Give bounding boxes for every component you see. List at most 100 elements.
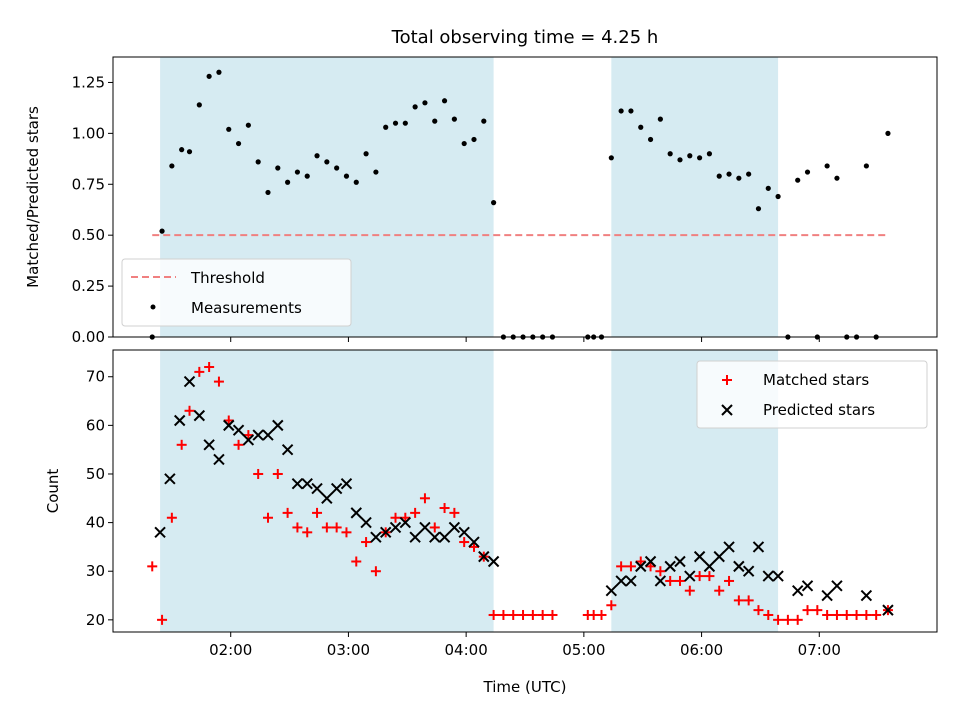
measurement-point <box>353 179 359 185</box>
matched-star-point <box>302 527 313 538</box>
measurement-point <box>795 177 801 183</box>
measurement-point <box>334 165 340 171</box>
predicted-star-point <box>664 560 676 573</box>
matched-star-point <box>851 609 862 620</box>
matched-star-point <box>518 609 529 620</box>
predicted-star-point <box>831 580 843 592</box>
measurement-point <box>706 151 713 157</box>
predicted-star-point <box>468 536 480 548</box>
predicted-star-point <box>644 555 657 568</box>
predicted-star-point <box>733 560 745 573</box>
predicted-star-point <box>438 531 451 543</box>
y-tick-label: 50 <box>86 465 105 483</box>
measurement-point <box>275 165 281 171</box>
measurement-point <box>383 124 389 130</box>
matched-star-point <box>370 566 381 577</box>
predicted-star-point <box>193 409 206 422</box>
matched-star-point <box>282 507 293 518</box>
matched-star-point <box>361 537 372 548</box>
predicted-star-point <box>821 589 833 602</box>
y-tick-label: 60 <box>86 416 105 434</box>
measurement-point <box>392 120 399 126</box>
predicted-star-point <box>752 541 765 553</box>
measurement-point <box>471 136 477 143</box>
predicted-star-point <box>232 424 245 436</box>
predicted-star-point <box>370 531 382 543</box>
measurement-point <box>206 73 212 79</box>
predicted-star-point <box>291 477 304 490</box>
matched-star-point <box>704 571 715 582</box>
x-tick-label: 03:00 <box>327 641 370 659</box>
bottom-x-axis-label: Time (UTC) <box>483 678 567 696</box>
predicted-star-point <box>860 589 873 602</box>
x-tick-label: 04:00 <box>445 641 488 659</box>
top-axes-frame <box>112 56 938 338</box>
measurement-point <box>324 159 330 165</box>
predicted-star-point <box>703 560 716 573</box>
measurement-point <box>618 108 624 114</box>
predicted-star-point <box>654 575 667 587</box>
predicted-star-point <box>272 419 284 432</box>
matched-star-point <box>351 556 362 567</box>
measurement-point <box>638 124 644 130</box>
measurement-point <box>834 175 840 181</box>
predicted-star-point <box>762 570 774 582</box>
matched-star-point <box>596 609 607 620</box>
predicted-star-point <box>448 521 461 534</box>
predicted-star-point <box>478 550 490 563</box>
measurement-point <box>412 104 418 110</box>
measurement-point <box>697 155 703 161</box>
predicted-star-point <box>164 473 176 485</box>
predicted-star-point <box>360 516 372 529</box>
predicted-star-point <box>399 516 412 529</box>
measurement-point <box>186 149 193 155</box>
measurement-point <box>245 122 251 128</box>
matched-star-point <box>331 522 342 533</box>
bottom-legend-box <box>696 360 928 429</box>
matched-star-point <box>753 605 764 616</box>
measurement-point <box>235 140 242 147</box>
y-tick-label: 0.00 <box>72 328 105 346</box>
predicted-star-point <box>154 526 166 539</box>
predicted-star-point <box>330 482 343 495</box>
x-tick-label: 05:00 <box>562 641 605 659</box>
measurement-point <box>432 118 438 124</box>
bottom-y-ticks: 20 30 40 50 60 70 <box>86 368 113 629</box>
measurement-point <box>216 69 222 75</box>
matched-star-point <box>606 600 617 611</box>
measurement-point <box>294 169 301 175</box>
measurement-point <box>179 147 185 153</box>
bottom-shaded-spans <box>160 350 779 632</box>
matched-star-point <box>841 609 852 620</box>
measurement-point <box>667 151 673 157</box>
legend-predicted-swatch <box>721 404 733 416</box>
matched-star-point <box>498 609 509 620</box>
predicted-star-point <box>173 414 186 427</box>
matched-star-point <box>743 595 754 606</box>
legend-measurements-swatch <box>150 304 156 310</box>
top-panel: 0.00 0.25 0.50 0.75 1.00 1.25 Total observing… <box>24 27 938 346</box>
matched-star-point <box>655 566 666 577</box>
bottom-matched-points <box>147 362 893 625</box>
matched-star-point <box>733 595 744 606</box>
predicted-star-point <box>203 439 215 451</box>
matched-star-point <box>763 609 774 620</box>
legend-threshold-label: Threshold <box>190 269 265 287</box>
matched-star-point <box>233 439 244 450</box>
predicted-star-point <box>311 482 323 495</box>
matched-star-point <box>243 430 254 441</box>
matched-star-point <box>312 507 323 518</box>
matched-star-point <box>773 614 784 625</box>
matched-star-point <box>400 512 411 523</box>
matched-star-point <box>321 522 332 533</box>
matched-star-point <box>812 605 823 616</box>
matched-star-point <box>635 556 646 567</box>
matched-star-point <box>204 362 215 373</box>
predicted-star-point <box>742 565 755 577</box>
measurement-point <box>755 206 762 212</box>
measurement-point <box>736 175 742 181</box>
predicted-star-point <box>487 555 500 568</box>
measurement-point <box>726 171 732 177</box>
predicted-star-point <box>882 604 894 616</box>
